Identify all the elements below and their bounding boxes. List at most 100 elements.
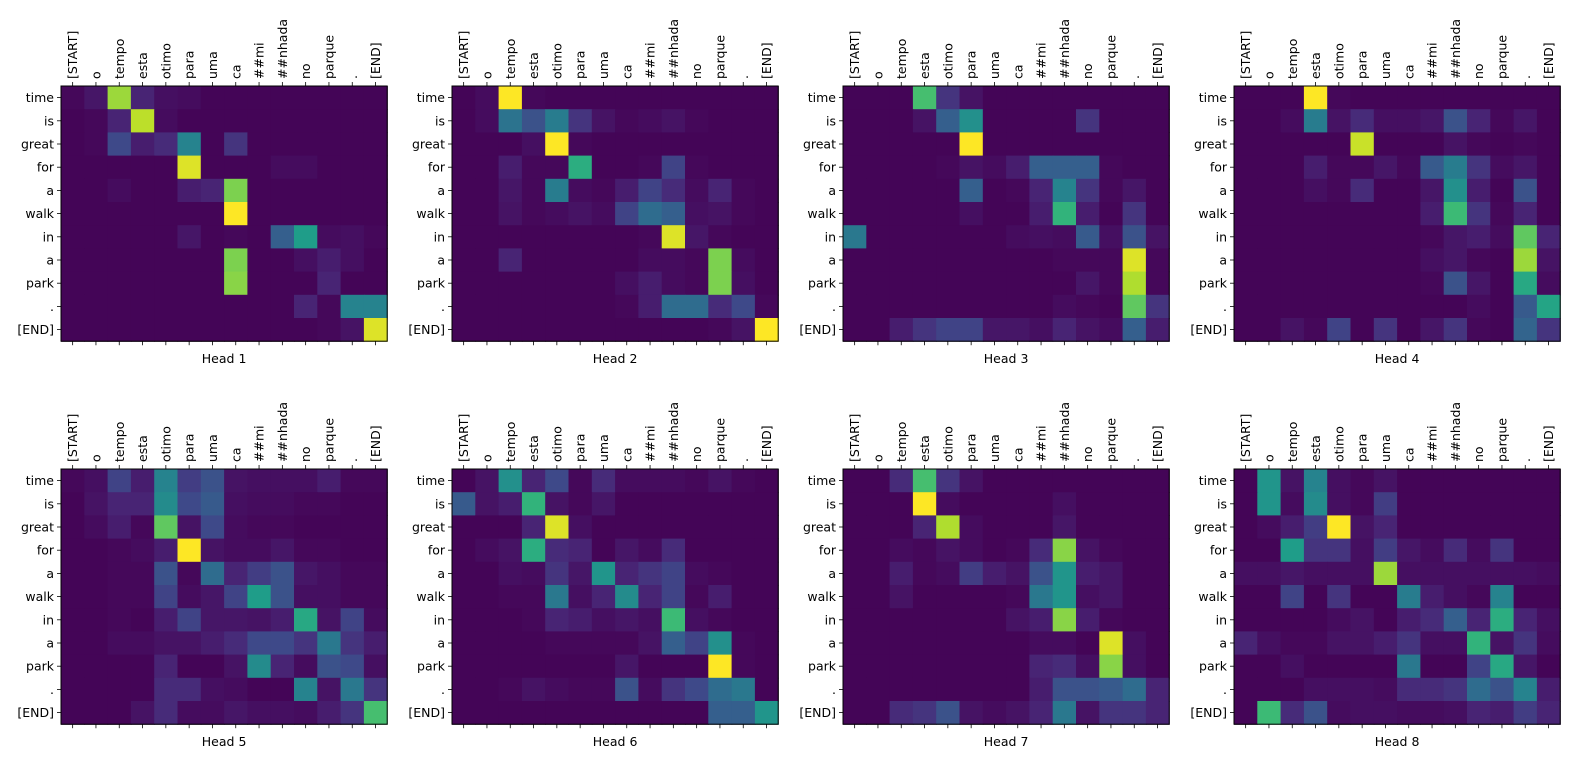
heatmap-cell (866, 492, 891, 516)
heatmap-cell (224, 225, 248, 249)
x-tick-label: o (479, 71, 494, 79)
heatmap-cell (591, 318, 616, 342)
heatmap-cell (1099, 294, 1124, 319)
heatmap-cell (224, 585, 248, 609)
y-tick-label: walk (25, 206, 54, 221)
heatmap-cell (912, 469, 937, 493)
heatmap-cell (1122, 248, 1147, 273)
y-tick-label: park (808, 276, 837, 291)
heatmap-cell (661, 492, 686, 516)
heatmap-cell (84, 654, 109, 679)
heatmap-cell (363, 86, 388, 110)
heatmap-cell (61, 248, 85, 273)
heatmap-cell (685, 202, 709, 226)
heatmap-cell (521, 515, 546, 540)
heatmap-cell (247, 225, 272, 249)
y-tick-label: in (1216, 229, 1227, 244)
heatmap-cell (1467, 469, 1491, 493)
heatmap-cell (1443, 701, 1468, 725)
heatmap-cell (61, 318, 85, 342)
heatmap-cell (1122, 271, 1147, 296)
heatmap-cell (1122, 608, 1147, 632)
heatmap-cell (661, 701, 686, 725)
heatmap-cell (452, 631, 476, 656)
heatmap-cell (1303, 271, 1328, 296)
heatmap-cell (200, 178, 225, 203)
heatmap-cell (1420, 585, 1445, 609)
heatmap-cell (1257, 677, 1282, 702)
heatmap-cell (363, 538, 388, 563)
heatmap-cell (294, 225, 318, 249)
y-tick-label: for (37, 160, 55, 175)
heatmap-cell (107, 86, 132, 110)
heatmap-cell (982, 608, 1007, 632)
heatmap-cell (545, 271, 570, 296)
heatmap-cell (294, 538, 318, 563)
heatmap-cell (661, 86, 686, 110)
heatmap-cell (661, 538, 686, 563)
heatmap-cell (1443, 271, 1468, 296)
heatmap-cell (1029, 585, 1054, 609)
heatmap-cell (708, 132, 733, 157)
heatmap-cell (1122, 701, 1147, 725)
heatmap-cell (1076, 492, 1100, 516)
heatmap-cell (1076, 701, 1100, 725)
heatmap-cell (982, 178, 1007, 203)
heatmap-cell (224, 86, 248, 110)
heatmap-cell (1052, 318, 1077, 342)
heatmap-cell (1122, 585, 1147, 609)
heatmap-cell (982, 248, 1007, 273)
x-tick-label: tempo (1285, 422, 1300, 462)
heatmap-cell (982, 585, 1007, 609)
heatmap-cell (1420, 248, 1445, 273)
heatmap-cell (1234, 318, 1258, 342)
heatmap-cell (638, 225, 663, 249)
heatmap-cell (177, 538, 202, 563)
heatmap-cell (843, 469, 867, 493)
heatmap-cell (936, 561, 961, 586)
heatmap-cell (1076, 109, 1100, 133)
heatmap-cell (224, 248, 248, 273)
heatmap-cell (568, 109, 593, 133)
heatmap-cell (1257, 469, 1282, 493)
heatmap-cell (1443, 155, 1468, 180)
y-tick-label: great (412, 137, 445, 152)
heatmap-cell (661, 608, 686, 632)
heatmap-cell (107, 318, 132, 342)
y-tick-label: a (46, 636, 54, 651)
heatmap-cell (1513, 538, 1538, 563)
heatmap-cell (317, 86, 342, 110)
heatmap-cell (61, 132, 85, 157)
y-tick-label: in (43, 229, 54, 244)
y-tick-label: great (21, 137, 54, 152)
heatmap-cell (731, 469, 756, 493)
heatmap-cell (959, 109, 984, 133)
heatmap-cell (1467, 654, 1491, 679)
heatmap-cell (1350, 86, 1375, 110)
heatmap-cell (731, 248, 756, 273)
heatmap-cell (1280, 248, 1305, 273)
heatmap-cell (843, 86, 867, 110)
heatmap-cell (889, 701, 914, 725)
heatmap-cell (1397, 248, 1421, 273)
heatmap-cell (959, 561, 984, 586)
heatmap-cell (177, 225, 202, 249)
heatmap-cell (247, 538, 272, 563)
heatmap-cell (521, 677, 546, 702)
heatmap-cell (247, 677, 272, 702)
heatmap-cell (1006, 109, 1030, 133)
y-tick-label: in (43, 612, 54, 627)
x-tick-label: ##nhada (275, 19, 290, 79)
heatmap-cell (521, 155, 546, 180)
heatmap-cell (1327, 248, 1352, 273)
heatmap-cell (1006, 515, 1030, 540)
heatmap-cell (982, 492, 1007, 516)
heatmap-cell (638, 109, 663, 133)
heatmap-cell (224, 654, 248, 679)
heatmap-cell (247, 318, 272, 342)
heatmap-cell (866, 701, 891, 725)
heatmap-cell (177, 631, 202, 656)
heatmap-cell (1303, 155, 1328, 180)
heatmap-cell (130, 515, 155, 540)
heatmap-cell (545, 109, 570, 133)
